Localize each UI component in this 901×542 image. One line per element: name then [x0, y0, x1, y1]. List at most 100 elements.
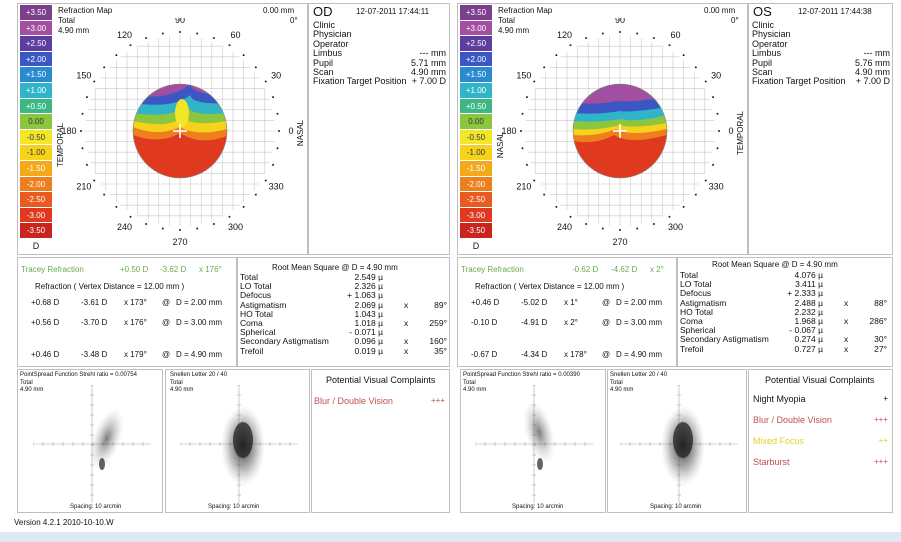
map-tick-dot [81, 147, 84, 150]
map-tick-dot [543, 193, 546, 196]
refraction-sph: +0.46 D [471, 298, 500, 307]
rms-label: Total [240, 272, 258, 282]
map-angle-label: 90 [175, 18, 185, 25]
map-angle-label: 150 [516, 71, 531, 81]
refraction-axis: x 2° [564, 318, 578, 327]
map-tick-dot [525, 163, 528, 166]
refraction-sph: -0.67 D [471, 350, 498, 359]
legend-swatch: +3.00 [460, 20, 492, 37]
info-value: 5.71 mm [410, 57, 446, 68]
map-tick-dot [179, 229, 181, 231]
od-complaints-title: Potential Visual Complaints [326, 375, 436, 385]
od-datetime: 12-07-2011 17:44:11 [356, 7, 430, 16]
refraction-sph: +0.68 D [31, 298, 60, 307]
map-tick-dot [103, 66, 106, 69]
legend-swatch: -3.00 [20, 207, 52, 224]
rms-x: x [404, 345, 409, 356]
complaint-label: Blur / Double Vision [753, 415, 832, 425]
psf-core [537, 458, 543, 470]
map-tick-dot [668, 44, 671, 47]
os-refraction-panel [457, 257, 677, 367]
map-tick-dot [533, 179, 536, 182]
os-datetime: 12-07-2011 17:44:38 [798, 7, 872, 16]
rms-x: x [844, 334, 849, 345]
refraction-diameter: D = 3.00 mm [616, 318, 663, 327]
rms-label: Coma [240, 318, 263, 328]
rms-x: x [404, 318, 409, 328]
os-snellen-title: Snellen Letter 20 / 40 [610, 372, 668, 378]
map-tick-dot [85, 163, 88, 166]
map-tick-dot [129, 215, 132, 218]
map-tick-dot [276, 112, 279, 115]
rms-x: x [844, 316, 849, 326]
od-map-title: Refraction Map [58, 6, 113, 15]
os-info-panel [748, 3, 893, 255]
complaint-level: + [883, 394, 888, 403]
info-value: --- mm [863, 48, 891, 59]
legend-swatch: -1.00 [20, 145, 52, 161]
map-tick-dot [196, 227, 199, 230]
os-psf-spacing: Spacing: 10 arcmin [512, 504, 564, 510]
map-tick-dot [555, 54, 558, 57]
refraction-diameter: D = 4.90 mm [176, 350, 223, 359]
refraction-cyl: -5.02 D [521, 298, 548, 307]
rms-label: Secondary Astigmatism [240, 336, 329, 347]
map-angle-label: 120 [117, 30, 132, 40]
od-total-label: Total [58, 16, 75, 25]
legend-swatch: -0.50 [20, 129, 52, 146]
legend-swatch: +2.00 [20, 51, 52, 68]
info-label: Fixation Target Position [313, 76, 407, 87]
os-map-title: Refraction Map [498, 6, 553, 15]
map-tick-dot [145, 36, 148, 39]
refraction-at: @ [162, 298, 171, 307]
rms-value: 3.411 µ [795, 279, 823, 290]
info-label: Clinic [752, 20, 775, 30]
psf-blur [89, 408, 124, 470]
info-value: --- mm [419, 48, 447, 59]
os-map-size: 4.90 mm [498, 26, 530, 35]
info-label: Clinic [313, 20, 336, 30]
map-angle-label: 270 [172, 237, 187, 247]
rms-label: Total [680, 270, 698, 280]
legend-swatch: -1.00 [460, 145, 492, 161]
rms-value: 2.069 µ [354, 299, 383, 310]
rms-value: 0.096 µ [354, 336, 383, 347]
map-angle-label: 180 [61, 126, 76, 136]
legend-swatch: +2.50 [460, 36, 492, 52]
refraction-at: @ [162, 350, 171, 359]
legend-swatch: +3.50 [460, 5, 492, 21]
map-tick-dot [196, 32, 199, 35]
legend-swatch: +3.00 [20, 20, 52, 37]
rms-label: Coma [680, 316, 703, 326]
map-tick-dot [145, 223, 148, 226]
info-label: Pupil [752, 57, 773, 68]
rms-value: 2.488 µ [794, 297, 823, 308]
map-tick-dot [601, 227, 604, 230]
od-tracey-sph: +0.50 D [120, 265, 149, 274]
map-tick-dot [161, 227, 164, 230]
map-tick-dot [264, 179, 267, 182]
info-value: + 7.00 D [411, 76, 446, 87]
od-map-radius: 0.00 mm [263, 6, 295, 15]
legend-swatch: +1.50 [460, 67, 492, 83]
info-label: Limbus [313, 48, 343, 59]
od-complaints-panel [311, 369, 450, 513]
rms-axis: 30° [874, 334, 887, 345]
info-label: Limbus [752, 48, 782, 59]
os-tracey-axis: x 2° [650, 265, 664, 274]
map-tick-dot [242, 54, 245, 57]
map-tick-dot [718, 130, 720, 132]
od-refraction-panel [17, 257, 237, 367]
map-angle-label: 300 [228, 222, 243, 232]
map-tick-dot [619, 229, 621, 231]
legend-swatch: +0.50 [460, 98, 492, 115]
os-psf-title: PointSpread Function Strehl ratio = 0.00… [463, 372, 580, 378]
rms-value: - 0.067 µ [789, 325, 823, 336]
map-tick-dot [521, 112, 524, 115]
rms-value: 0.019 µ [354, 345, 383, 356]
os-complaints-title: Potential Visual Complaints [765, 375, 875, 385]
legend-swatch: -2.00 [460, 176, 492, 193]
map-tick-dot [272, 96, 275, 99]
map-tick-dot [668, 215, 671, 218]
map-tick-dot [212, 223, 215, 226]
